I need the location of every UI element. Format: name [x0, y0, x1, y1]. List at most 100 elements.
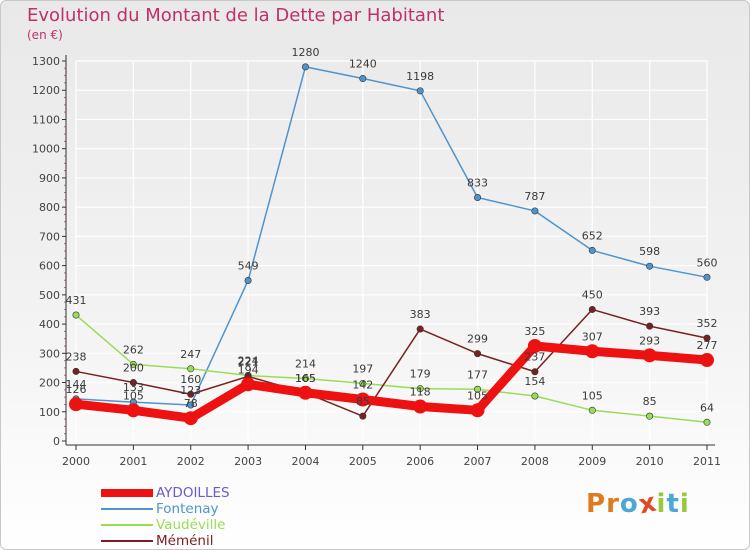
grid-lines — [75, 60, 708, 441]
data-point-vaudeville — [474, 385, 482, 393]
x-tick-label: 2009 — [578, 455, 606, 468]
data-label-vaudeville: 177 — [467, 368, 488, 381]
y-tick-label: 200 — [39, 377, 60, 390]
data-label-memenil: 383 — [410, 308, 431, 321]
data-point-memenil — [187, 390, 195, 398]
data-point-vaudeville — [703, 418, 711, 426]
data-point-memenil — [646, 322, 654, 330]
y-tick-label: 0 — [53, 435, 60, 448]
y-tick-label: 700 — [39, 230, 60, 243]
x-tick-label: 2007 — [464, 455, 492, 468]
y-tick-label: 100 — [39, 406, 60, 419]
data-label-fontenay: 598 — [639, 245, 660, 258]
data-label-memenil: 393 — [639, 305, 660, 318]
data-label-vaudeville: 197 — [352, 362, 373, 375]
data-label-aydoilles: 142 — [352, 378, 373, 391]
data-label-vaudeville: 247 — [180, 348, 201, 361]
series-line-fontenay — [75, 66, 708, 406]
data-point-fontenay — [244, 277, 252, 285]
data-point-aydoilles — [470, 403, 485, 418]
data-label-aydoilles: 78 — [184, 397, 198, 410]
y-tick-label: 400 — [39, 318, 60, 331]
chart-title: Evolution du Montant de la Dette par Hab… — [27, 5, 445, 26]
data-label-vaudeville: 154 — [524, 375, 545, 388]
data-point-vaudeville — [187, 365, 195, 373]
y-tick-label: 900 — [39, 172, 60, 185]
x-tick-label: 2003 — [234, 455, 262, 468]
x-tick-label: 2008 — [521, 455, 549, 468]
legend-label: AYDOILLES — [156, 485, 230, 501]
data-label-vaudeville: 105 — [582, 389, 603, 402]
x-tick-label: 2002 — [177, 455, 205, 468]
data-label-fontenay: 787 — [524, 190, 545, 203]
y-tick-label: 1300 — [32, 55, 60, 68]
data-point-aydoilles — [69, 397, 83, 412]
data-point-fontenay — [416, 87, 424, 95]
data-label-vaudeville: 262 — [123, 343, 144, 356]
x-tick-label: 2006 — [406, 455, 434, 468]
logo-letter: i — [656, 489, 667, 519]
data-label-fontenay: 144 — [66, 378, 87, 391]
logo-letter: o — [619, 489, 639, 519]
data-label-fontenay: 123 — [180, 384, 201, 397]
data-point-memenil — [474, 350, 482, 358]
axes — [62, 55, 715, 450]
legend-label: Méménil — [156, 533, 214, 549]
y-tick-label: 1000 — [32, 143, 60, 156]
data-label-memenil: 160 — [180, 373, 201, 386]
data-label-vaudeville: 224 — [238, 355, 259, 368]
data-label-fontenay: 652 — [582, 229, 603, 242]
data-point-aydoilles — [527, 339, 542, 353]
x-tick-label: 2004 — [291, 455, 319, 468]
data-point-aydoilles — [298, 385, 313, 400]
data-label-fontenay: 1280 — [291, 46, 319, 59]
logo-letter: P — [586, 489, 607, 519]
data-point-vaudeville — [301, 374, 309, 382]
data-point-memenil — [588, 305, 596, 313]
data-label-fontenay: 833 — [467, 177, 488, 190]
chart-unit-subtitle: (en €) — [27, 28, 63, 42]
data-label-aydoilles: 126 — [66, 383, 87, 396]
data-point-memenil — [531, 368, 539, 376]
data-point-fontenay — [588, 246, 596, 254]
data-point-fontenay — [359, 75, 367, 83]
data-label-aydoilles: 194 — [238, 363, 259, 376]
series-line-aydoilles — [71, 341, 712, 423]
x-tick-label: 2010 — [636, 455, 664, 468]
legend-swatch — [101, 540, 153, 542]
data-point-aydoilles — [413, 399, 428, 414]
data-label-memenil: 165 — [295, 372, 316, 385]
data-label-aydoilles: 307 — [582, 330, 603, 343]
y-tick-label: 1200 — [32, 84, 60, 97]
data-label-aydoilles: 277 — [697, 339, 718, 352]
data-point-aydoilles — [126, 403, 141, 418]
data-point-memenil — [359, 412, 367, 420]
x-axis-tick-labels: 2000 2001 2002 2003 2004 2005 2006 2007 2008 2009… — [62, 455, 721, 468]
data-point-vaudeville — [531, 392, 539, 400]
y-tick-label: 500 — [39, 289, 60, 302]
data-point-fontenay — [646, 262, 654, 270]
data-label-aydoilles: 293 — [639, 334, 660, 347]
legend-swatch — [101, 508, 153, 510]
series-line-vaudeville — [75, 314, 708, 424]
data-point-memenil — [416, 325, 424, 333]
data-label-aydoilles: 105 — [467, 389, 488, 402]
series-lines — [69, 63, 714, 426]
logo-letter: t — [666, 489, 680, 519]
logo-letter: r — [606, 489, 620, 519]
data-label-fontenay: 549 — [238, 260, 259, 273]
legend-swatch — [101, 524, 153, 526]
data-label-aydoilles: 325 — [524, 325, 545, 338]
y-tick-label: 300 — [39, 347, 60, 360]
data-point-aydoilles — [183, 411, 198, 426]
data-point-aydoilles — [700, 353, 714, 368]
series-line-memenil — [75, 308, 708, 417]
legend-label: Vaudéville — [156, 517, 226, 533]
y-tick-label: 1100 — [32, 113, 60, 126]
data-point-vaudeville — [359, 379, 367, 387]
data-label-aydoilles: 165 — [295, 372, 316, 385]
legend-label: Fontenay — [156, 501, 219, 517]
data-label-memenil: 85 — [356, 395, 370, 408]
